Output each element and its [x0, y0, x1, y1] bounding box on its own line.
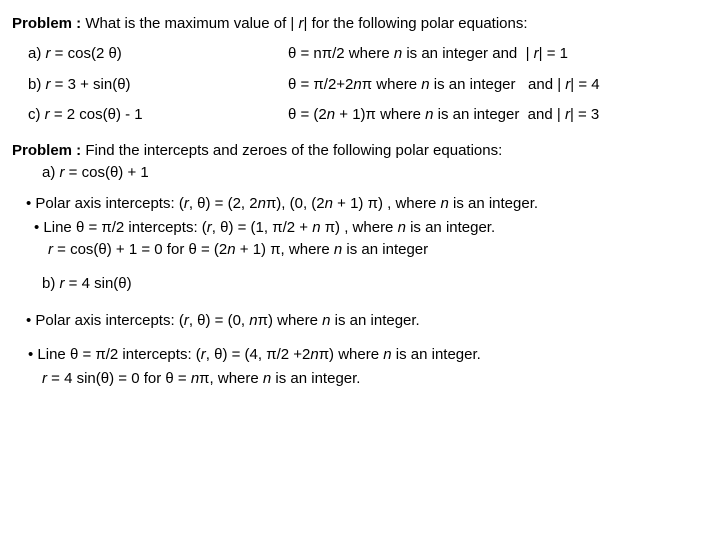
p1-a-label: a)	[28, 45, 46, 62]
math-slide: Problem : What is the maximum value of |…	[0, 0, 720, 405]
p2-a-bullet1: • Polar axis intercepts: (r, θ) = (2, 2n…	[12, 194, 708, 214]
p2-b-zero: r = 4 sin(θ) = 0 for θ = nπ, where n is …	[12, 369, 708, 389]
problem1-label: Problem :	[12, 15, 81, 32]
p2-b-bullet2: • Line θ = π/2 intercepts: (r, θ) = (4, …	[12, 345, 708, 365]
p2-b-eq: b) r = 4 sin(θ)	[12, 274, 708, 294]
p2-a-bullet2: • Line θ = π/2 intercepts: (r, θ) = (1, …	[12, 218, 708, 238]
p2-a-eq: a) r = cos(θ) + 1	[12, 163, 708, 183]
p1-b-right: θ = π/2+2nπ where n is an integer and | …	[288, 75, 708, 95]
p2-a-zero: r = cos(θ) + 1 = 0 for θ = (2n + 1) π, w…	[12, 240, 708, 260]
p2-b-bullet1: • Polar axis intercepts: (r, θ) = (0, nπ…	[12, 311, 708, 331]
p2-a-label: a)	[42, 164, 60, 181]
p1-c-right: θ = (2n + 1)π where n is an integer and …	[288, 105, 708, 125]
problem2-text: Find the intercepts and zeroes of the fo…	[81, 142, 502, 159]
p1-b-label: b)	[28, 76, 46, 93]
p1-a-eq: r	[46, 45, 51, 62]
p1-row-b: b) r = 3 + sin(θ) θ = π/2+2nπ where n is…	[12, 75, 708, 95]
problem2-label: Problem :	[12, 142, 81, 159]
problem1-heading: Problem : What is the maximum value of |…	[12, 14, 708, 34]
problem1-text: What is the maximum value of | r| for th…	[81, 15, 527, 32]
p1-c-label: c)	[28, 106, 45, 123]
p1-b-left: b) r = 3 + sin(θ)	[12, 75, 288, 95]
problem2-heading: Problem : Find the intercepts and zeroes…	[12, 141, 708, 161]
p1-c-left: c) r = 2 cos(θ) - 1	[12, 105, 288, 125]
p1-a-left: a) r = cos(2 θ)	[12, 44, 288, 64]
p2-b-label: b)	[42, 275, 60, 292]
p1-a-right: θ = nπ/2 where n is an integer and | r| …	[288, 44, 708, 64]
p1-row-c: c) r = 2 cos(θ) - 1 θ = (2n + 1)π where …	[12, 105, 708, 125]
p1-row-a: a) r = cos(2 θ) θ = nπ/2 where n is an i…	[12, 44, 708, 64]
